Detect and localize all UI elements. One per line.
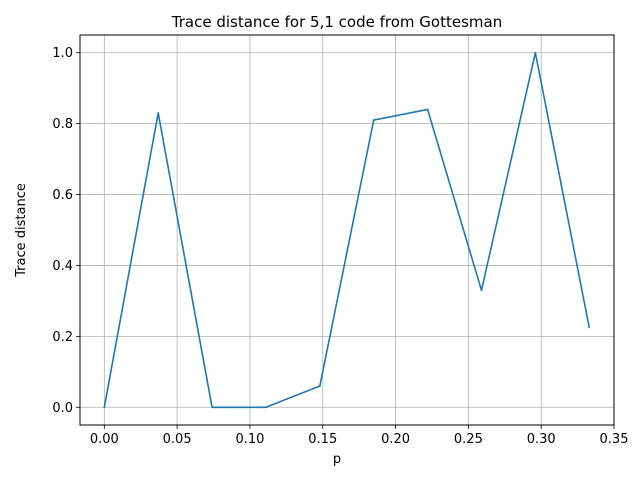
x-tick-label: 0.20: [381, 432, 410, 447]
y-axis-label: Trace distance: [14, 183, 29, 278]
data-point: [426, 108, 429, 111]
x-tick-label: 0.05: [163, 432, 192, 447]
grid: [80, 35, 615, 425]
data-point: [372, 119, 375, 121]
y-tick-label: 0.2: [52, 330, 73, 345]
x-tick-label: 0.25: [454, 432, 483, 447]
y-tick-label: 0.6: [52, 188, 73, 203]
data-point: [480, 289, 483, 292]
y-tick-label: 0.8: [52, 117, 73, 132]
y-axis-ticks: 0.0 0.2 0.4 0.6 0.8 1.0: [52, 46, 80, 416]
data-point: [103, 406, 106, 409]
data-point: [534, 51, 537, 54]
x-tick-label: 0.30: [527, 432, 556, 447]
data-point: [265, 406, 267, 409]
x-axis-ticks: 0.00 0.05 0.10 0.15 0.20 0.25 0.30 0.35: [90, 425, 629, 447]
x-tick-label: 0.00: [90, 432, 119, 447]
chart-title: Trace distance for 5,1 code from Gottesm…: [171, 13, 502, 31]
x-axis-label: p: [333, 452, 341, 467]
x-tick-label: 0.10: [235, 432, 264, 447]
y-tick-label: 0.0: [52, 401, 73, 416]
data-point: [211, 406, 213, 409]
data-point: [157, 112, 160, 114]
y-tick-label: 1.0: [52, 46, 73, 61]
plot-frame: [79, 34, 615, 426]
data-point: [318, 385, 321, 387]
series-layer: [103, 51, 591, 409]
data-point: [588, 326, 591, 329]
series-line: [103, 51, 591, 409]
x-tick-label: 0.35: [600, 432, 629, 447]
x-tick-label: 0.15: [308, 432, 337, 447]
y-tick-label: 0.4: [52, 259, 73, 274]
